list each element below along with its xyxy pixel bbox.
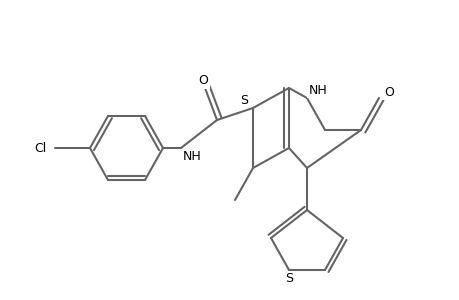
Text: S: S	[240, 94, 247, 106]
Text: S: S	[285, 272, 292, 286]
Text: Cl: Cl	[35, 142, 47, 154]
Text: NH: NH	[308, 83, 327, 97]
Text: O: O	[383, 85, 393, 98]
Text: NH: NH	[183, 151, 202, 164]
Text: O: O	[198, 74, 207, 88]
